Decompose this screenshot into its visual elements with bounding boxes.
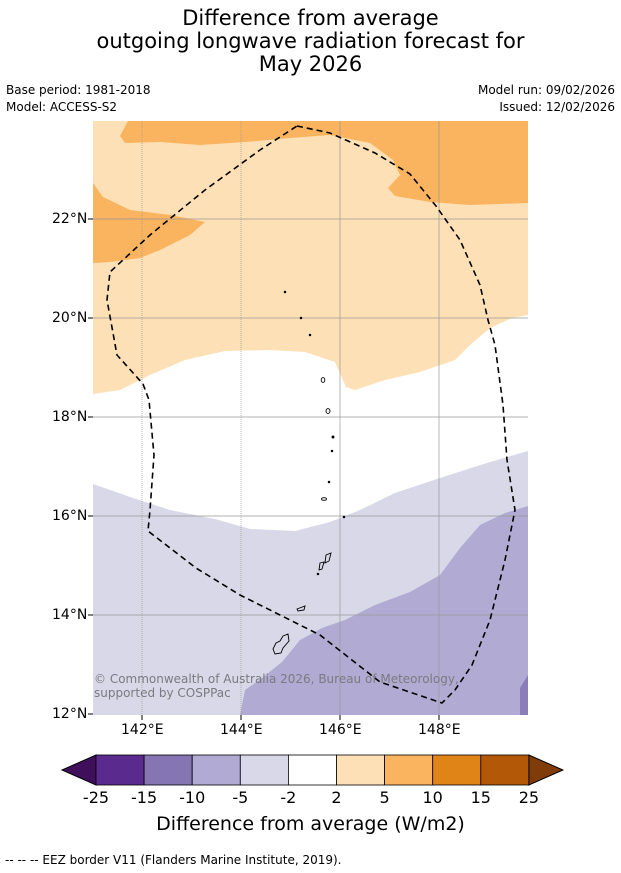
- colorbar-segment: [432, 754, 482, 786]
- lat-tick-label: 16°N: [52, 508, 88, 524]
- lon-tick-label: 142°E: [121, 722, 164, 738]
- guam-outline: [272, 633, 290, 655]
- colorbar-tick-label: -10: [179, 788, 206, 807]
- anomaly-region-medium-purple: [240, 506, 528, 715]
- lat-tick-label: 18°N: [52, 409, 88, 425]
- colorbar-tick-label: -5: [232, 788, 249, 807]
- colorbar: [60, 754, 565, 786]
- title-line-1: Difference from average: [182, 6, 439, 30]
- colorbar-segment: [191, 754, 241, 786]
- eez-border: [106, 125, 516, 704]
- copyright-notice: © Commonwealth of Australia 2026, Bureau…: [94, 672, 459, 700]
- title-line-2: outgoing longwave radiation forecast for: [96, 29, 525, 53]
- colorbar-tick-label: 10: [422, 788, 443, 807]
- colorbar-tick-label: 15: [470, 788, 491, 807]
- anomaly-region-dark-purple: [520, 675, 528, 715]
- colorbar-over-triangle: [528, 754, 565, 786]
- colorbar-segment: [480, 754, 530, 786]
- colorbar-segment: [95, 754, 145, 786]
- colorbar-segment: [384, 754, 434, 786]
- colorbar-tick-label: 2: [331, 788, 342, 807]
- lat-tick-label: 14°N: [52, 607, 88, 623]
- base-period: Base period: 1981-2018: [6, 83, 151, 97]
- anomaly-region-dark-orange-top: [120, 121, 528, 205]
- colorbar-tick-label: 5: [379, 788, 390, 807]
- lon-tick-label: 144°E: [220, 722, 263, 738]
- map-gridlines: [93, 121, 528, 715]
- issued-date: Issued: 12/02/2026: [499, 100, 615, 114]
- lat-tick-label: 12°N: [52, 706, 88, 722]
- colorbar-tick-label: -25: [82, 788, 110, 807]
- colorbar-segment: [336, 754, 385, 786]
- lon-tick-label: 146°E: [319, 722, 362, 738]
- model-run: Model run: 09/02/2026: [477, 83, 615, 97]
- lon-tick-label: 148°E: [418, 722, 461, 738]
- colorbar-tick-label: 25: [518, 788, 540, 807]
- colorbar-segment: [143, 754, 193, 786]
- colorbar-segment: [239, 754, 289, 786]
- lat-tick-label: 20°N: [52, 310, 88, 326]
- lat-tick-label: 22°N: [52, 211, 88, 227]
- colorbar-title: Difference from average (W/m2): [156, 813, 465, 835]
- colorbar-tick-label: -2: [280, 788, 297, 807]
- title-line-3: May 2026: [258, 52, 363, 76]
- colorbar-under-triangle: [60, 754, 97, 786]
- axis-ticks: [88, 218, 440, 720]
- mariana-islands: [272, 290, 346, 655]
- colorbar-tick-label: -15: [131, 788, 158, 807]
- anomaly-region-dark-orange-west: [93, 183, 205, 263]
- model-name: Model: ACCESS-S2: [6, 100, 118, 114]
- eez-legend-note: -- -- -- EEZ border V11 (Flanders Marine…: [5, 853, 342, 867]
- colorbar-segment: [287, 754, 337, 786]
